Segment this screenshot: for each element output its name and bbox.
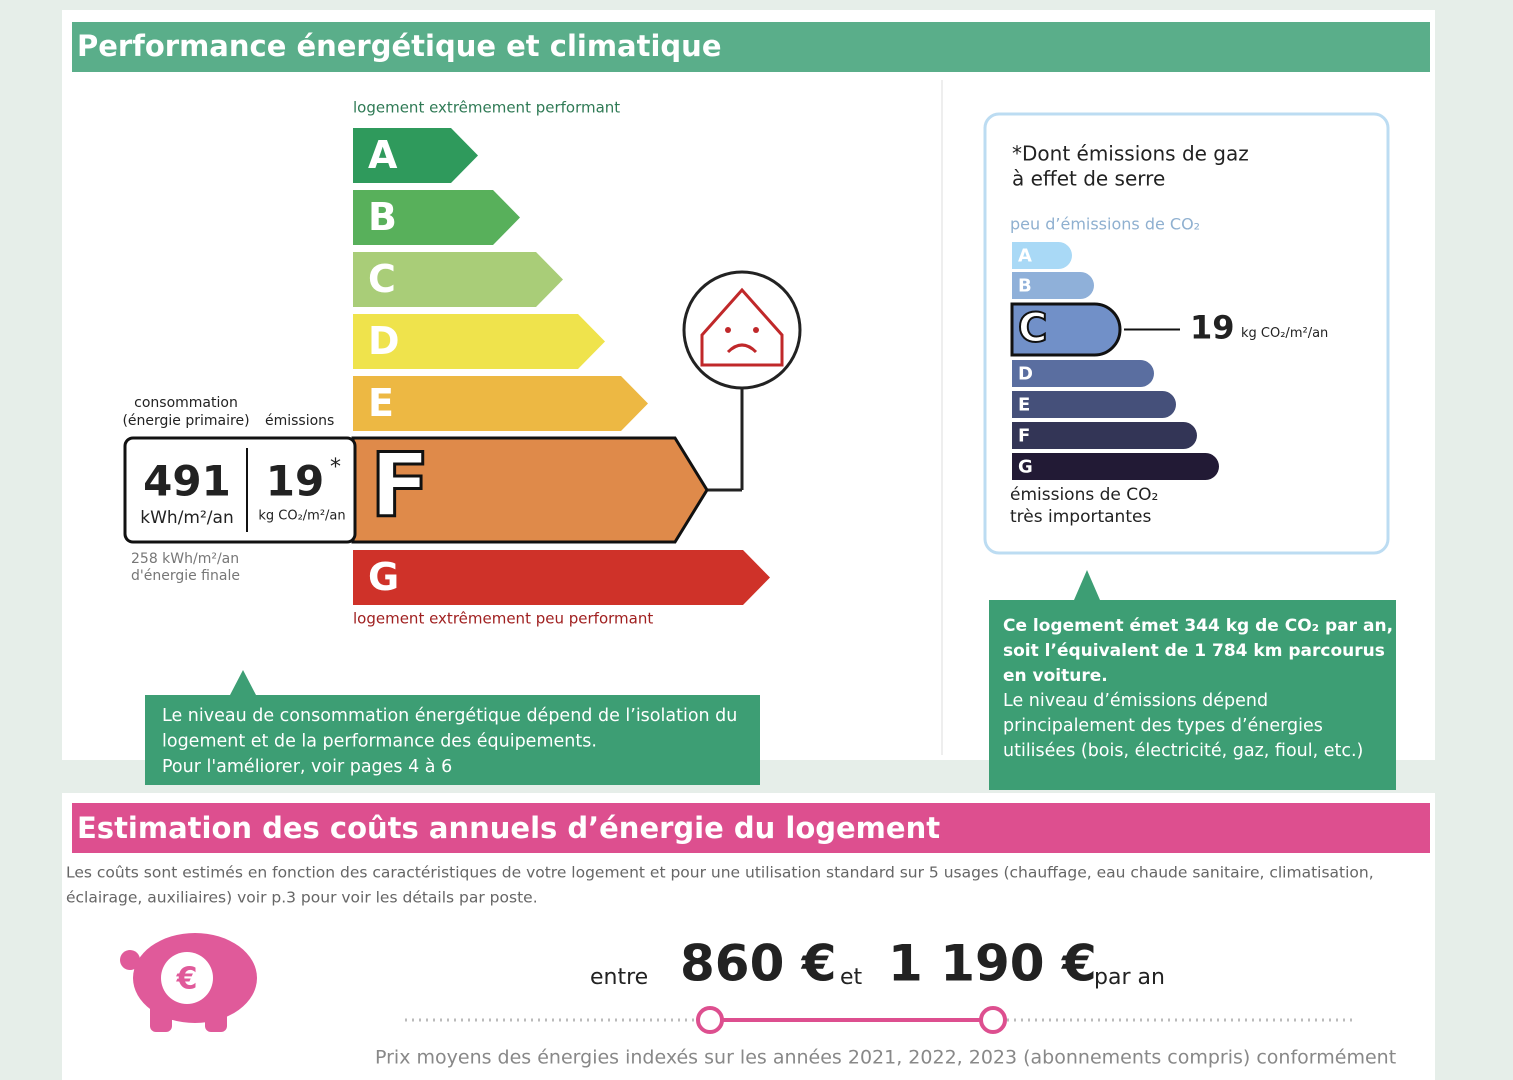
ges-class-letter: E bbox=[1018, 395, 1030, 416]
note-bold: Ce logement émet 344 kg de CO₂ par an, bbox=[1003, 616, 1393, 636]
ges-class-letter: F bbox=[1018, 426, 1030, 447]
energy-class-bar bbox=[353, 314, 605, 369]
scale-label: peu d’émissions de CO₂ bbox=[1010, 215, 1200, 234]
callout bbox=[145, 670, 760, 785]
footnote: Prix moyens des énergies indexés sur les… bbox=[375, 1047, 1396, 1069]
final-energy: 258 kWh/m²/an bbox=[131, 551, 239, 567]
ges-class-bar bbox=[1012, 242, 1072, 269]
ges-class-bar bbox=[1012, 272, 1094, 299]
scale-label: logement extrêmement peu performant bbox=[353, 610, 653, 628]
ges-class-bar bbox=[1012, 453, 1219, 480]
scale-label: très importantes bbox=[1010, 507, 1151, 527]
scale-label: logement extrêmement performant bbox=[353, 99, 620, 117]
emissions-label: émissions bbox=[265, 413, 334, 429]
consumption-unit: kWh/m²/an bbox=[140, 508, 233, 528]
section-title: Performance énergétique et climatique bbox=[77, 29, 722, 63]
emissions-unit: kg CO₂/m²/an bbox=[258, 509, 345, 524]
note: Le niveau de consommation énergétique dé… bbox=[162, 706, 737, 726]
energy-class-letter: F bbox=[370, 434, 430, 537]
ges-class-bar bbox=[1010, 302, 1122, 357]
consumption-label: (énergie primaire) bbox=[122, 413, 249, 429]
consumption-value: 491 bbox=[143, 457, 231, 506]
energy-class-bar bbox=[353, 376, 648, 431]
energy-class-bar bbox=[353, 550, 770, 605]
intro: éclairage, auxiliaires) voir p.3 pour vo… bbox=[66, 889, 538, 907]
energy-class-letter: G bbox=[368, 555, 399, 599]
intro: Les coûts sont estimés en fonction des c… bbox=[66, 864, 1374, 882]
value-box bbox=[123, 436, 357, 544]
header-bar bbox=[72, 803, 1430, 853]
cost-text: par an bbox=[1094, 965, 1165, 990]
energy-class-letter: D bbox=[368, 319, 400, 363]
cost-text: et bbox=[840, 965, 863, 990]
asterisk: * bbox=[330, 455, 341, 480]
ges-class-bar bbox=[1012, 391, 1176, 418]
energy-class-bar bbox=[353, 252, 563, 307]
cost-low: 860 € bbox=[680, 935, 837, 993]
ges-class-bar bbox=[1012, 360, 1154, 387]
ges-title: *Dont émissions de gaz bbox=[1012, 142, 1249, 166]
energy-class-letter: E bbox=[368, 381, 394, 425]
ges-title: à effet de serre bbox=[1012, 167, 1165, 191]
piggy: € bbox=[120, 933, 257, 1032]
cost-high: 1 190 € bbox=[888, 935, 1097, 993]
note-bold: soit l’équivalent de 1 784 km parcourus bbox=[1003, 641, 1385, 661]
ges-class-bar bbox=[1012, 422, 1197, 449]
cost-text: entre bbox=[590, 965, 648, 990]
section-title: Estimation des coûts annuels d’énergie d… bbox=[77, 811, 940, 845]
note-bold: en voiture. bbox=[1003, 666, 1108, 686]
ges-value: 19 bbox=[1190, 309, 1235, 347]
ges-class-letter: C bbox=[1018, 306, 1047, 352]
euro: € bbox=[176, 962, 198, 997]
icon bbox=[682, 270, 802, 492]
range-end bbox=[979, 1006, 1007, 1034]
callout bbox=[989, 570, 1396, 790]
emissions-value: 19 bbox=[266, 457, 324, 506]
note: utilisées (bois, électricité, gaz, fioul… bbox=[1003, 741, 1363, 761]
note: Pour l'améliorer, voir pages 4 à 6 bbox=[162, 757, 452, 777]
ges-class-letter: B bbox=[1018, 276, 1032, 297]
energy-class-letter: A bbox=[368, 133, 398, 177]
consumption-label: consommation bbox=[134, 395, 238, 411]
note: principalement des types d’énergies bbox=[1003, 716, 1323, 736]
ges-class-letter: A bbox=[1018, 246, 1032, 267]
energy-class-bar bbox=[353, 190, 520, 245]
ges-class-letter: D bbox=[1018, 364, 1033, 385]
scale-label: émissions de CO₂ bbox=[1010, 485, 1158, 505]
final-energy: d'énergie finale bbox=[131, 568, 240, 584]
range-end bbox=[696, 1006, 724, 1034]
header-bar bbox=[72, 22, 1430, 72]
note: logement et de la performance des équipe… bbox=[162, 732, 597, 752]
energy-class-bar bbox=[353, 128, 478, 183]
ges-unit: kg CO₂/m²/an bbox=[1241, 326, 1328, 341]
energy-class-letter: C bbox=[368, 257, 396, 301]
energy-class-letter: B bbox=[368, 195, 397, 239]
ges-class-letter: G bbox=[1018, 457, 1033, 478]
note: Le niveau d’émissions dépend bbox=[1003, 691, 1268, 711]
